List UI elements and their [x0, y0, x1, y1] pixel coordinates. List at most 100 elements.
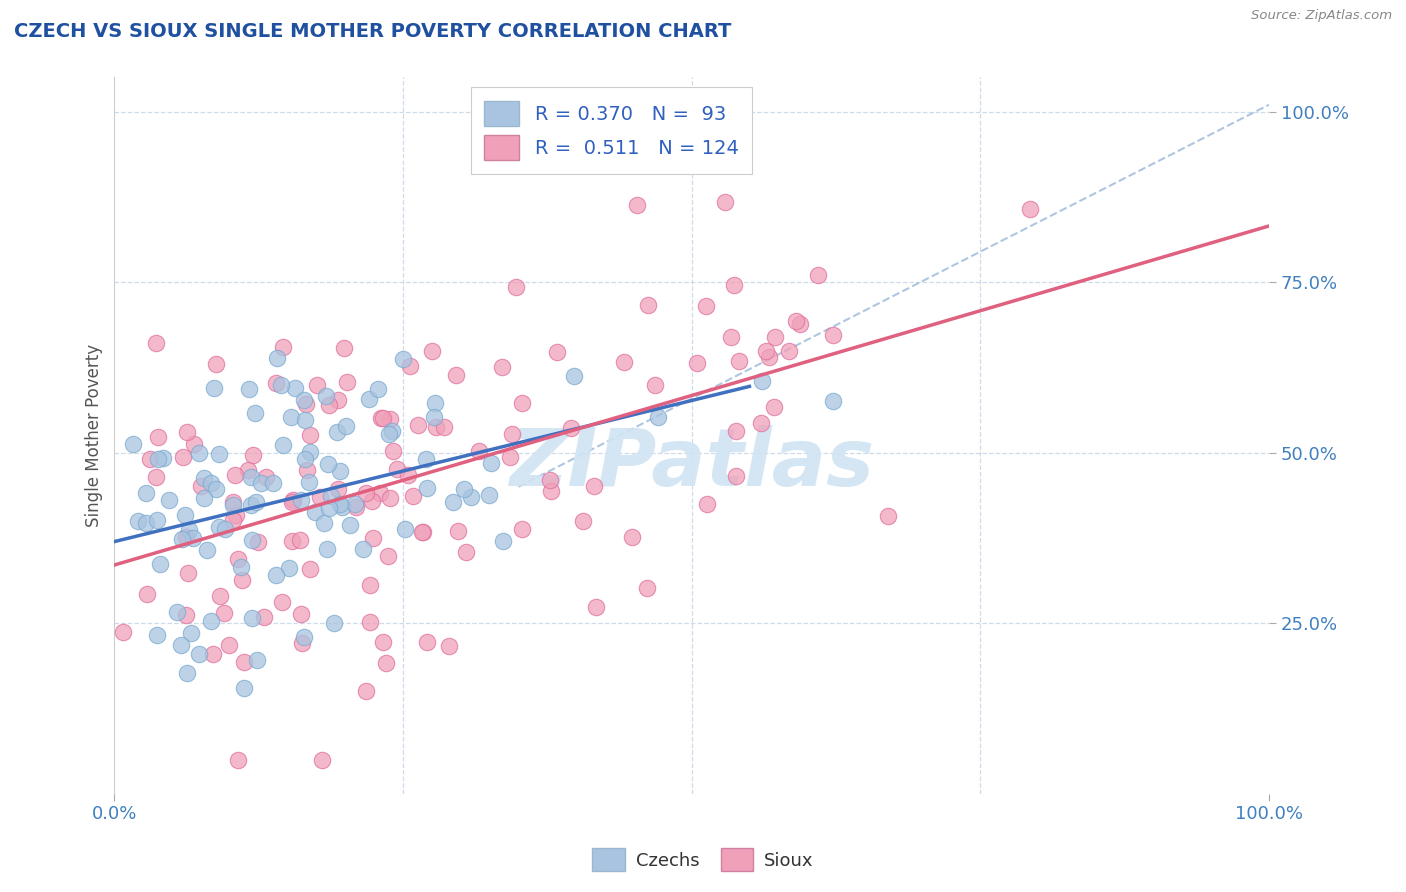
Point [135, 486, 157, 500]
Point [412, 524, 434, 539]
Point [298, 475, 321, 490]
Point [284, 381, 307, 395]
Point [200, 476, 222, 491]
Point [333, 341, 356, 355]
Point [212, 607, 235, 621]
Point [755, 344, 778, 359]
Point [479, 456, 502, 470]
Point [439, 639, 461, 653]
Point [270, 595, 292, 609]
Point [236, 463, 259, 477]
Point [446, 368, 468, 382]
Point [170, 533, 193, 547]
Point [253, 609, 276, 624]
Point [240, 498, 263, 512]
Point [546, 344, 568, 359]
Point [319, 489, 342, 503]
Point [304, 505, 326, 519]
Point [381, 424, 404, 438]
Point [720, 330, 742, 344]
Point [245, 494, 267, 508]
Point [468, 444, 491, 458]
Point [392, 352, 415, 367]
Point [135, 587, 157, 601]
Point [491, 534, 513, 549]
Point [271, 438, 294, 452]
Point [695, 299, 717, 313]
Point [398, 359, 420, 373]
Point [280, 495, 302, 509]
Point [361, 493, 384, 508]
Point [807, 268, 830, 282]
Point [724, 424, 747, 438]
Point [295, 463, 318, 477]
Point [354, 684, 377, 698]
Point [778, 344, 800, 359]
Point [232, 655, 254, 669]
Point [242, 448, 264, 462]
Point [205, 357, 228, 371]
Point [146, 430, 169, 444]
Point [145, 469, 167, 483]
Point [415, 451, 437, 466]
Point [762, 400, 785, 414]
Point [361, 531, 384, 545]
Point [177, 566, 200, 580]
Point [225, 508, 247, 523]
Point [311, 753, 333, 767]
Point [231, 573, 253, 587]
Point [288, 533, 311, 547]
Point [190, 479, 212, 493]
Point [460, 490, 482, 504]
Point [174, 508, 197, 522]
Point [240, 470, 263, 484]
Point [233, 681, 256, 695]
Point [401, 489, 423, 503]
Point [176, 530, 198, 544]
Point [200, 614, 222, 628]
Point [326, 425, 349, 440]
Point [205, 483, 228, 497]
Point [208, 590, 231, 604]
Point [193, 491, 215, 505]
Point [370, 410, 392, 425]
Point [240, 610, 263, 624]
Point [454, 545, 477, 559]
Point [294, 451, 316, 466]
Point [246, 653, 269, 667]
Point [224, 467, 246, 482]
Point [187, 647, 209, 661]
Point [367, 382, 389, 396]
Point [135, 516, 157, 531]
Point [491, 359, 513, 374]
Point [432, 420, 454, 434]
Point [290, 607, 312, 621]
Point [222, 498, 245, 512]
Point [785, 314, 807, 328]
Point [441, 495, 464, 509]
Point [226, 552, 249, 566]
Point [145, 335, 167, 350]
Point [292, 392, 315, 407]
Point [281, 492, 304, 507]
Point [763, 329, 786, 343]
Point [359, 578, 381, 592]
Point [316, 541, 339, 556]
Point [538, 473, 561, 487]
Point [322, 616, 344, 631]
Point [385, 462, 408, 476]
Point [572, 514, 595, 528]
Point [343, 497, 366, 511]
Point [193, 471, 215, 485]
Point [637, 298, 659, 312]
Point [183, 437, 205, 451]
Point [228, 753, 250, 767]
Point [180, 625, 202, 640]
Point [264, 567, 287, 582]
Point [298, 562, 321, 576]
Point [416, 635, 439, 649]
Point [725, 468, 748, 483]
Point [727, 353, 749, 368]
Point [281, 534, 304, 549]
Point [359, 615, 381, 630]
